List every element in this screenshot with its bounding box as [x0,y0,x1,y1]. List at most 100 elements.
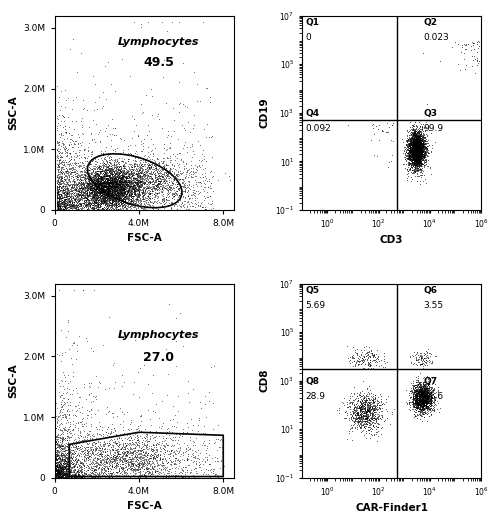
Point [414,149,422,157]
Point [418,145,426,154]
Point [92,182,100,190]
Point [52,471,60,479]
Point [151,160,159,169]
Point [60,158,67,166]
Point [159,444,167,453]
Point [421,384,429,393]
Point [113,193,121,202]
Point [51,457,59,465]
Point [409,135,417,143]
Point [148,388,156,397]
Point [55,421,63,429]
Point [96,194,104,202]
Point [137,188,145,197]
Point [99,183,107,192]
Point [423,136,431,145]
Point [88,165,96,173]
Point [75,194,83,203]
Point [415,402,423,411]
Point [368,413,376,422]
Point [76,463,84,471]
Point [58,472,65,481]
Point [109,184,117,192]
Point [59,156,66,165]
Point [54,190,62,198]
Point [167,457,175,465]
Point [120,180,127,188]
Point [59,139,66,148]
Point [85,165,93,174]
Point [123,181,131,190]
Point [91,80,99,89]
Point [109,192,117,201]
Point [59,186,66,194]
Point [429,387,437,396]
Point [59,165,67,173]
Point [58,164,65,172]
Point [420,379,428,387]
Point [424,391,432,399]
Point [351,403,359,412]
Point [93,176,101,185]
Point [416,381,424,390]
Point [109,173,117,181]
Point [103,451,111,459]
Point [92,439,100,447]
Point [108,170,116,178]
Point [56,458,64,467]
Point [412,387,420,395]
Point [57,467,64,476]
Point [409,156,417,164]
Point [125,453,133,461]
Point [130,183,138,191]
Point [132,453,140,461]
Point [56,459,63,468]
Point [157,440,165,449]
Point [94,184,102,193]
Point [51,452,59,460]
Point [59,200,67,208]
Point [130,189,138,197]
Point [132,178,140,187]
Point [417,392,425,401]
Point [104,450,112,459]
Point [408,149,416,157]
Point [65,474,73,482]
Point [125,436,133,445]
Point [102,161,110,170]
Point [208,198,216,207]
Point [76,464,84,473]
Point [137,180,145,188]
Point [111,449,119,457]
Point [144,159,152,167]
Point [428,380,436,388]
Point [422,399,430,407]
Point [64,327,72,335]
Point [112,166,120,175]
Point [72,191,80,200]
Point [72,186,80,194]
Point [115,170,123,178]
Point [420,404,428,412]
Point [423,393,431,402]
Point [189,187,197,196]
Point [116,440,124,449]
Point [132,201,140,209]
Point [68,117,76,125]
Point [92,178,100,187]
Point [474,44,482,52]
Point [103,166,111,174]
Point [58,200,66,208]
Point [428,383,436,391]
Point [347,394,355,403]
Point [155,183,163,192]
Point [414,143,422,152]
Point [81,198,89,206]
Point [144,183,152,191]
Point [423,389,431,397]
Point [412,151,420,160]
Point [106,180,114,188]
Point [422,354,430,362]
Point [107,465,115,474]
Point [129,187,137,196]
